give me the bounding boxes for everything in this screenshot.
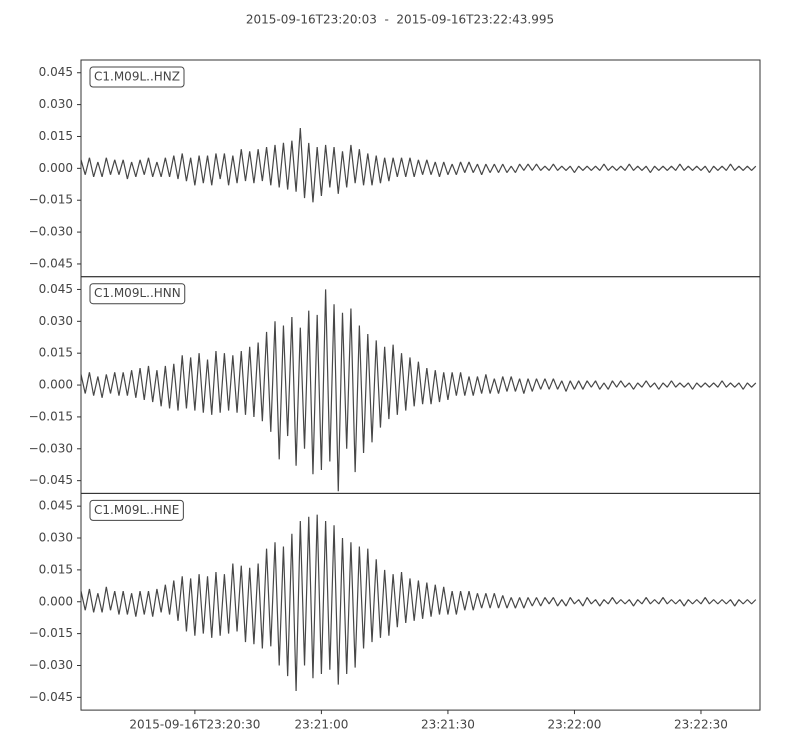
chart-title: 2015-09-16T23:20:03 - 2015-09-16T23:22:4…: [246, 13, 554, 27]
y-tick-label: 0.000: [39, 161, 73, 175]
y-tick-label: 0.030: [39, 314, 73, 328]
y-tick-label: −0.045: [29, 690, 73, 704]
x-tick-label: 23:21:00: [294, 718, 348, 732]
y-tick-label: −0.015: [29, 193, 73, 207]
y-tick-label: −0.030: [29, 441, 73, 455]
y-tick-label: 0.015: [39, 346, 73, 360]
y-tick-label: 0.045: [39, 65, 73, 79]
x-tick-label: 23:22:30: [674, 718, 728, 732]
y-tick-label: 0.015: [39, 129, 73, 143]
x-tick-label: 2015-09-16T23:20:30: [129, 718, 260, 732]
trace-label-box: [89, 499, 184, 521]
x-tick-label: 23:21:30: [421, 718, 475, 732]
y-tick-label: −0.030: [29, 225, 73, 239]
y-tick-label: −0.030: [29, 658, 73, 672]
trace-label: C1.M09L..HNE: [94, 503, 179, 517]
trace-label: C1.M09L..HNN: [94, 286, 181, 300]
y-tick-label: −0.045: [29, 473, 73, 487]
waveform: [80, 289, 757, 492]
y-tick-label: 0.000: [39, 594, 73, 608]
y-tick-label: −0.015: [29, 409, 73, 423]
trace-label-box: [89, 66, 185, 88]
y-tick-label: 0.000: [39, 378, 73, 392]
y-tick-label: −0.045: [29, 256, 73, 270]
y-tick-label: 0.045: [39, 499, 73, 513]
waveform: [80, 514, 757, 691]
trace-label-box: [89, 283, 186, 305]
y-tick-label: −0.015: [29, 626, 73, 640]
x-tick-label: 23:22:00: [547, 718, 601, 732]
y-tick-label: 0.045: [39, 282, 73, 296]
trace-label: C1.M09L..HNZ: [94, 70, 180, 84]
waveform: [80, 127, 757, 203]
y-tick-label: 0.030: [39, 97, 73, 111]
y-tick-label: 0.015: [39, 562, 73, 576]
y-tick-label: 0.030: [39, 531, 73, 545]
